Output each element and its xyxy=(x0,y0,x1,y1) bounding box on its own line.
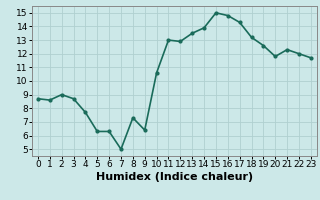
X-axis label: Humidex (Indice chaleur): Humidex (Indice chaleur) xyxy=(96,172,253,182)
